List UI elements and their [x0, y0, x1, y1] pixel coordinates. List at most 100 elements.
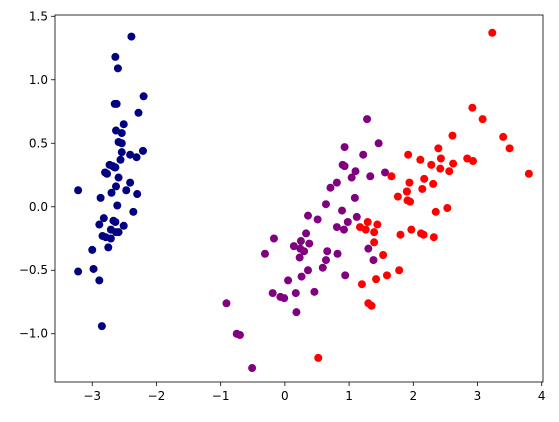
point [111, 163, 120, 172]
point [445, 167, 454, 176]
point [313, 215, 322, 224]
y-tick-label: −0.5 [19, 263, 48, 277]
point [111, 52, 120, 61]
point [116, 155, 125, 164]
point [269, 234, 278, 243]
point [139, 92, 148, 101]
point [505, 144, 514, 153]
point [113, 64, 122, 73]
point [300, 247, 309, 256]
point [364, 299, 373, 308]
point [359, 150, 368, 159]
point [310, 287, 319, 296]
point [260, 249, 269, 258]
point [129, 207, 138, 216]
x-tick-label: 4 [538, 389, 546, 403]
point [133, 190, 142, 199]
point [96, 193, 105, 202]
point [356, 223, 364, 232]
point [126, 150, 135, 159]
point [416, 155, 425, 164]
point [99, 214, 108, 223]
point [449, 159, 458, 168]
point [429, 233, 438, 242]
point [117, 139, 126, 148]
point [321, 256, 330, 265]
point [524, 169, 533, 178]
point [351, 167, 360, 176]
point [419, 230, 428, 239]
point [74, 267, 83, 276]
point [138, 146, 147, 155]
point [404, 150, 413, 159]
point [403, 196, 412, 205]
point [366, 172, 375, 181]
point [341, 271, 350, 280]
point [338, 160, 347, 169]
point [370, 228, 379, 237]
point [357, 280, 366, 289]
point [114, 228, 123, 237]
point [296, 237, 305, 246]
point [97, 322, 106, 331]
x-tick-label: 2 [409, 389, 417, 403]
point [110, 99, 119, 108]
point [448, 131, 457, 140]
point [289, 242, 298, 251]
point [387, 172, 396, 181]
point [106, 234, 115, 243]
point [372, 275, 381, 284]
point [418, 184, 427, 193]
point [117, 148, 126, 157]
point [369, 256, 378, 265]
point [314, 353, 323, 362]
point [343, 217, 352, 226]
point [134, 108, 143, 117]
point [302, 229, 311, 238]
point [332, 178, 341, 187]
point [420, 174, 429, 183]
point [98, 231, 107, 240]
point [333, 249, 342, 258]
point [117, 129, 126, 138]
point [276, 292, 285, 301]
point [318, 263, 327, 272]
point [119, 221, 128, 230]
point [427, 160, 436, 169]
point [303, 211, 312, 220]
y-tick-label: 0.0 [29, 200, 48, 214]
point [107, 188, 116, 197]
point [321, 200, 330, 209]
point [323, 247, 332, 256]
plot-frame [54, 14, 544, 383]
point [381, 168, 390, 177]
point [407, 225, 416, 234]
point [396, 230, 405, 239]
point [350, 193, 359, 202]
y-tick-label: 0.5 [29, 136, 48, 150]
point [114, 173, 123, 182]
point [284, 276, 293, 285]
point [112, 182, 120, 191]
point [88, 245, 97, 254]
point [436, 154, 445, 163]
point [111, 217, 120, 226]
point [373, 220, 382, 229]
point [268, 289, 277, 298]
point [338, 206, 347, 215]
point [463, 154, 472, 163]
point [340, 143, 349, 152]
point [339, 225, 348, 234]
point [363, 115, 372, 124]
point [104, 243, 113, 252]
point [363, 217, 372, 226]
point [488, 28, 497, 37]
point [326, 183, 335, 192]
point [434, 144, 443, 153]
point [370, 238, 379, 247]
point [347, 173, 356, 182]
point [95, 276, 104, 285]
y-tick-label: −1.0 [19, 327, 48, 341]
point [126, 178, 135, 187]
